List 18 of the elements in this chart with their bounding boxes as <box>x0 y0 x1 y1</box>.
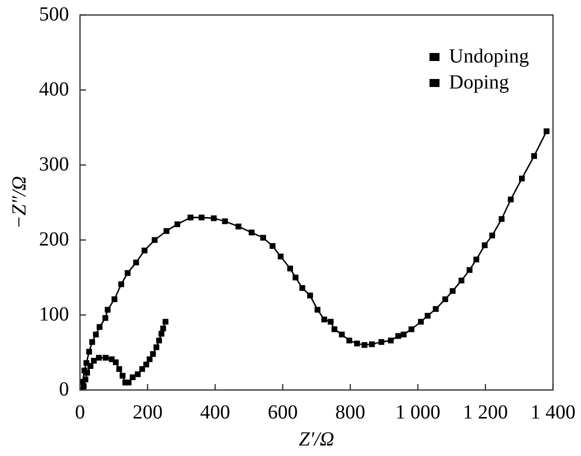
y-tick-label: 100 <box>39 303 69 326</box>
y-tick-label: 400 <box>39 78 69 100</box>
x-tick-label: 800 <box>335 401 366 424</box>
x-tick-label: 1 200 <box>462 401 508 424</box>
y-tick-label: 200 <box>39 228 69 250</box>
x-tick-label: 1 000 <box>395 401 440 424</box>
y-tick-label: 300 <box>39 153 69 176</box>
legend-label: Undoping <box>449 45 529 68</box>
x-tick-label: 400 <box>200 401 230 424</box>
y-tick-label: 500 <box>39 3 69 26</box>
y-axis-title: −Z″/Ω <box>8 176 30 229</box>
legend-label: Doping <box>449 71 509 94</box>
x-tick-label: 600 <box>268 401 298 424</box>
x-tick-label: 0 <box>75 401 85 424</box>
x-tick-label: 1 400 <box>530 401 576 424</box>
x-axis-title: Z′/Ω <box>298 428 334 450</box>
y-tick-label: 0 <box>59 378 69 400</box>
x-tick-label: 200 <box>132 401 163 424</box>
